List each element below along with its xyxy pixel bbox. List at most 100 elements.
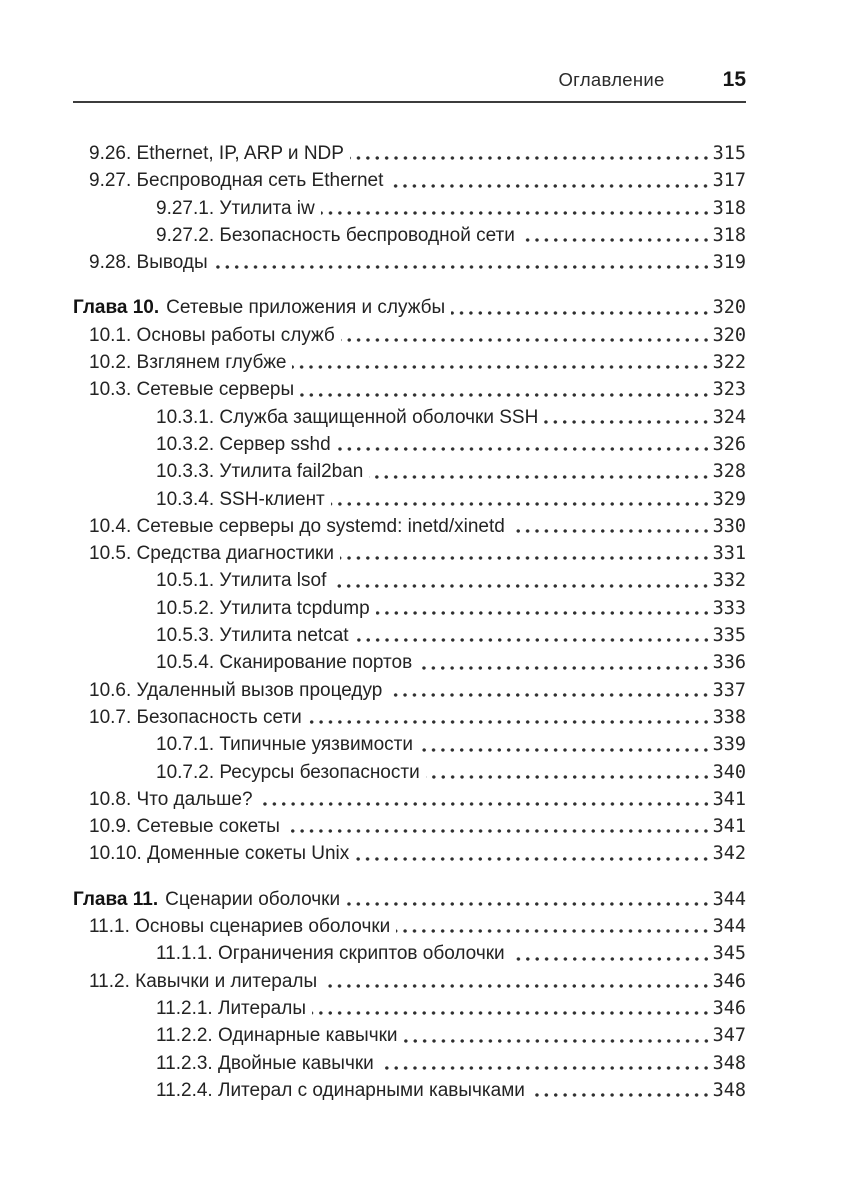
toc-entry-title: 9.26. Ethernet, IP, ARP и NDP — [89, 143, 344, 164]
toc-entry-label: 10.7. Безопасность сети — [89, 704, 302, 731]
toc-entry-title: 10.3. Сетевые серверы — [89, 379, 295, 401]
dot-leader — [375, 611, 711, 616]
dot-leader — [330, 501, 711, 506]
dot-leader — [340, 556, 711, 561]
toc-entry: 10.5.3. Утилита netcat 335 — [73, 622, 746, 649]
toc-entry-page: 346 — [712, 997, 746, 1019]
dot-leader — [396, 929, 711, 934]
toc-entry: 10.6. Удаленный вызов процедур 337 — [73, 677, 746, 704]
toc-entry: 10.4. Сетевые серверы до systemd: inetd/… — [73, 513, 746, 540]
toc-entry: 10.5.2. Утилита tcpdump 333 — [73, 595, 746, 622]
toc-entry-page: 330 — [712, 515, 746, 537]
toc-entry-page: 346 — [712, 970, 746, 992]
toc-entry: 11.1. Основы сценариев оболочки 344 — [73, 913, 746, 940]
toc-entry-label: 10.3.1. Служба защищенной оболочки SSH — [156, 404, 538, 431]
toc-entry-page: 347 — [712, 1025, 746, 1047]
toc-entry: 10.7.2. Ресурсы безопасности 340 — [73, 759, 746, 786]
toc-entry-chapter-prefix: Глава 11. — [73, 888, 159, 910]
toc-entry-title: 9.27.1. Утилита iw — [156, 197, 315, 219]
dot-leader — [258, 802, 711, 807]
toc-entry-page: 331 — [712, 543, 746, 565]
toc-entry-page: 337 — [712, 679, 746, 701]
toc-entry-label: 10.3.3. Утилита fail2ban — [156, 458, 363, 485]
toc-entry-label: 10.9. Сетевые сокеты — [89, 813, 280, 840]
toc-entry-label: 9.27. Беспроводная сеть Ethernet — [89, 167, 383, 194]
toc-entry-page: 317 — [712, 170, 746, 192]
toc-entry-title: 10.3.1. Служба защищенной оболочки SSH — [156, 406, 539, 428]
toc-entry: 9.26. Ethernet, IP, ARP и NDP 315 — [73, 140, 746, 167]
toc-entry: 10.3.1. Служба защищенной оболочки SSH 3… — [73, 404, 746, 431]
toc-entry-label: 11.2. Кавычки и литералы — [89, 968, 317, 995]
toc-entry-title: 10.6. Удаленный вызов процедур — [89, 679, 383, 701]
toc-entry-page: 322 — [712, 352, 746, 374]
toc-entry-label: 10.10. Доменные сокеты Unix — [89, 840, 349, 867]
toc-entry-page: 341 — [712, 816, 746, 838]
toc-entry-label: 10.7.1. Типичные уязвимости — [156, 731, 413, 758]
toc-entry-page: 333 — [712, 597, 746, 619]
toc-entry-title: 10.9. Сетевые сокеты — [89, 816, 280, 838]
toc-entry: Глава 11. Сценарии оболочки 344 — [73, 886, 746, 913]
toc-entry-label: 10.5.1. Утилита lsof — [156, 567, 326, 594]
toc-entry: 10.9. Сетевые сокеты 341 — [73, 813, 746, 840]
dot-leader — [323, 983, 711, 988]
toc-entry-title: 10.7. Безопасность сети — [89, 706, 302, 728]
toc-entry-page: 342 — [712, 843, 746, 865]
toc-entry: 10.3.4. SSH-клиент 329 — [73, 486, 746, 513]
toc-entry-page: 344 — [712, 916, 746, 938]
dot-leader — [451, 310, 711, 315]
toc-entry: 11.2.1. Литералы 346 — [73, 995, 746, 1022]
toc-entry-page: 320 — [712, 297, 746, 319]
dot-leader — [355, 856, 711, 861]
toc-entry: 10.1. Основы работы служб 320 — [73, 322, 746, 349]
dot-leader — [544, 419, 711, 424]
toc-entry-page: 315 — [712, 143, 746, 164]
toc-entry-page: 323 — [712, 379, 746, 401]
toc-entry: 11.1.1. Ограничения скриптов оболочки 34… — [73, 940, 746, 967]
toc-entry: 10.5.4. Сканирование портов 336 — [73, 649, 746, 676]
dot-leader — [510, 529, 711, 534]
toc-entry-title: 10.3.3. Утилита fail2ban — [156, 461, 364, 483]
dot-leader — [369, 474, 711, 479]
dot-leader — [346, 902, 711, 907]
toc-entry-page: 345 — [712, 943, 746, 965]
toc-entry: 10.7.1. Типичные уязвимости 339 — [73, 731, 746, 758]
toc-entry-page: 344 — [712, 888, 746, 910]
toc-entry: 9.28. Выводы 319 — [73, 249, 746, 276]
toc-entry-label: 10.3. Сетевые серверы — [89, 376, 294, 403]
dot-leader — [520, 238, 711, 243]
dot-leader — [300, 392, 711, 397]
toc-entry-page: 348 — [712, 1052, 746, 1074]
toc-entry-title: 10.1. Основы работы служб — [89, 324, 335, 346]
toc-page: Оглавление 15 9.26. Ethernet, IP, ARP и … — [73, 0, 746, 1104]
toc-entry: 10.10. Доменные сокеты Unix 342 — [73, 840, 746, 867]
toc-entry: 10.2. Взглянем глубже 322 — [73, 349, 746, 376]
toc-entry-label: 11.2.4. Литерал с одинарными кавычками — [156, 1077, 525, 1104]
toc-entry-page: 329 — [712, 488, 746, 510]
toc-entry-label: 11.1. Основы сценариев оболочки — [89, 913, 390, 940]
toc-entry-title: 9.27. Беспроводная сеть Ethernet — [89, 170, 384, 192]
dot-leader — [292, 365, 711, 370]
toc-entry-page: 318 — [712, 224, 746, 246]
toc-entry-label: 11.2.1. Литералы — [156, 995, 306, 1022]
toc-entry: 9.27.1. Утилита iw 318 — [73, 195, 746, 222]
toc-entry: 9.27.2. Безопасность беспроводной сети 3… — [73, 222, 746, 249]
toc-entry-title: Сценарии оболочки — [165, 888, 341, 910]
dot-leader — [332, 583, 711, 588]
toc-entry-page: 318 — [712, 197, 746, 219]
toc-entry-label: 10.6. Удаленный вызов процедур — [89, 677, 382, 704]
toc-entry: 10.3.2. Сервер sshd 326 — [73, 431, 746, 458]
dot-leader — [403, 1038, 711, 1043]
toc-entry-chapter-prefix: Глава 10. — [73, 297, 160, 319]
dot-leader — [336, 447, 711, 452]
toc-entry-title: Сетевые приложения и службы — [166, 297, 446, 319]
toc-entry-title: 11.2.4. Литерал с одинарными кавычками — [156, 1079, 525, 1101]
toc-entry-title: 10.5.2. Утилита tcpdump — [156, 597, 370, 619]
toc-entry-title: 11.2.3. Двойные кавычки — [156, 1052, 374, 1074]
toc-entry-title: 10.3.4. SSH-клиент — [156, 488, 325, 510]
toc-entry-label: 10.5. Средства диагностики — [89, 540, 334, 567]
toc-entry-page: 324 — [712, 406, 746, 428]
toc-entry-title: 11.1. Основы сценариев оболочки — [89, 916, 391, 938]
dot-leader — [530, 1093, 711, 1098]
toc-entry-label: 10.5.2. Утилита tcpdump — [156, 595, 370, 622]
toc-entry-title: 9.28. Выводы — [89, 252, 208, 274]
